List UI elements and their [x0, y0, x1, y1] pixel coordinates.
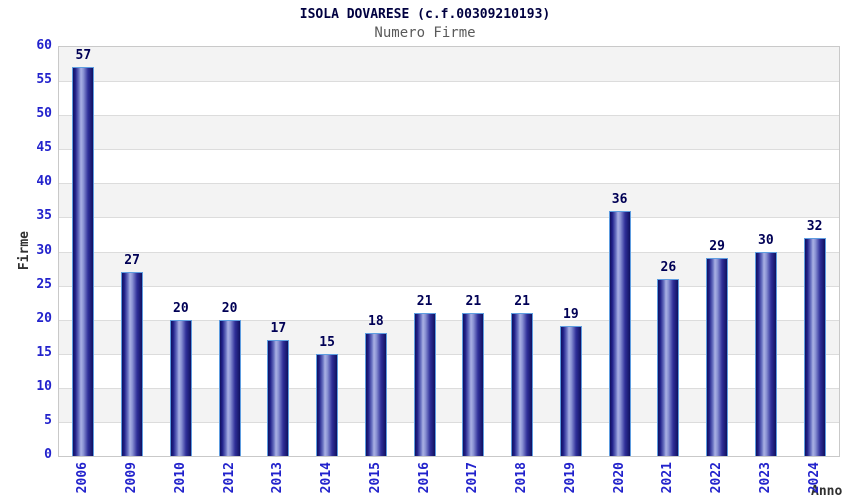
gridline — [59, 149, 839, 150]
y-tick-label: 5 — [44, 412, 52, 428]
plot-band — [59, 47, 839, 82]
y-tick-label: 15 — [36, 344, 52, 360]
bar — [316, 353, 339, 456]
plot-area — [58, 46, 840, 457]
plot-band — [59, 183, 839, 218]
y-tick-label: 55 — [36, 72, 52, 88]
y-tick-label: 45 — [36, 140, 52, 156]
x-tick-label: 2018 — [514, 462, 530, 494]
x-tick-label: 2023 — [757, 462, 773, 494]
y-tick-label: 20 — [36, 310, 52, 326]
x-tick-label: 2016 — [416, 462, 432, 494]
bar-value-label: 36 — [611, 191, 628, 207]
gridline — [59, 217, 839, 218]
x-tick-label: 2006 — [75, 462, 91, 494]
bar — [413, 312, 436, 456]
gridline — [59, 81, 839, 82]
bar — [657, 278, 680, 456]
bar-value-label: 29 — [709, 239, 725, 255]
bar-value-label: 21 — [514, 293, 530, 309]
bar-value-label: 18 — [368, 314, 384, 330]
x-tick-label: 2009 — [124, 462, 140, 494]
x-tick-label: 2020 — [611, 462, 627, 494]
y-tick-label: 0 — [44, 447, 52, 462]
x-tick-label: 2022 — [709, 462, 725, 494]
gridline — [59, 422, 839, 423]
x-tick-label: 2021 — [660, 462, 676, 494]
bar — [559, 326, 582, 456]
bar-value-label: 30 — [758, 232, 774, 248]
bar — [462, 312, 485, 456]
gridline — [59, 252, 839, 253]
y-tick-label: 50 — [36, 106, 52, 122]
bar — [608, 210, 631, 456]
plot-band — [59, 217, 839, 252]
bar-value-label: 57 — [75, 48, 92, 64]
bar-value-label: 21 — [465, 293, 482, 309]
bar — [511, 312, 534, 456]
chart-title: ISOLA DOVARESE (c.f.00309210193) — [299, 7, 551, 22]
bar-value-label: 27 — [124, 252, 140, 268]
gridline — [59, 183, 839, 184]
x-tick-label: 2019 — [562, 462, 578, 494]
gridline — [59, 286, 839, 287]
y-tick-label: 25 — [36, 276, 52, 292]
bar-value-label: 17 — [270, 321, 287, 337]
y-tick-label: 60 — [36, 38, 52, 53]
bar-value-label: 20 — [221, 300, 238, 316]
bar — [364, 333, 387, 456]
gridline — [59, 320, 839, 321]
gridline — [59, 354, 839, 355]
bar-value-label: 20 — [173, 300, 189, 316]
bar — [267, 340, 290, 456]
bar-value-label: 32 — [806, 218, 823, 234]
y-tick-label: 35 — [36, 208, 52, 224]
x-tick-label: 2013 — [270, 462, 286, 494]
gridline — [59, 115, 839, 116]
plot-band — [59, 149, 839, 184]
x-tick-label: 2010 — [172, 462, 188, 494]
x-tick-label: 2012 — [221, 462, 237, 494]
x-tick-label: 2017 — [465, 462, 481, 494]
x-tick-label: 2024 — [806, 462, 822, 494]
bar — [754, 251, 777, 456]
bar-value-label: 21 — [416, 293, 433, 309]
x-tick-label: 2015 — [367, 462, 383, 494]
bar — [218, 319, 241, 456]
bar — [169, 319, 192, 456]
bar — [72, 67, 95, 456]
bar — [706, 258, 729, 456]
y-tick-label: 10 — [36, 378, 52, 394]
bar — [121, 271, 144, 456]
gridline — [59, 388, 839, 389]
plot-band — [59, 81, 839, 116]
chart-subtitle: Numero Firme — [374, 25, 476, 41]
bar-value-label: 15 — [319, 334, 335, 350]
bar-value-label: 26 — [660, 259, 677, 275]
bar — [803, 237, 826, 456]
y-tick-label: 30 — [36, 242, 52, 258]
x-tick-label: 2014 — [319, 462, 335, 494]
plot-band — [59, 115, 839, 150]
bar-value-label: 19 — [563, 307, 579, 323]
x-axis-title: Anno — [811, 484, 843, 499]
y-tick-label: 40 — [36, 174, 52, 190]
